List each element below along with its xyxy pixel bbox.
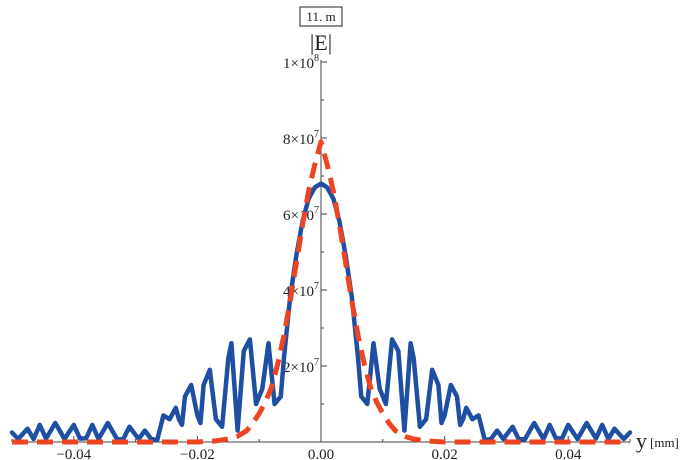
y-tick-exponent: 8 [314, 53, 319, 64]
y-tick-exponent: 7 [314, 205, 319, 216]
y-tick-label: 2×107 [283, 357, 319, 376]
y-tick-times: ×10 [291, 360, 314, 376]
y-axis-title: |E| [310, 30, 332, 55]
series-dashed-line [12, 139, 630, 445]
y-tick-mantissa: 8 [283, 132, 291, 148]
x-tick-label: −0.02 [180, 447, 215, 460]
y-tick-times: ×10 [291, 132, 314, 148]
label-badge-box [299, 6, 343, 27]
label-badge: 11. m [299, 6, 343, 27]
axes-layer [12, 60, 630, 443]
x-tick-label: 0.04 [555, 447, 582, 460]
x-tick-label: 0.02 [431, 447, 457, 460]
y-tick-exponent: 7 [314, 281, 319, 292]
x-tick-label: −0.04 [56, 447, 91, 460]
y-tick-mantissa: 6 [283, 208, 291, 224]
y-tick-exponent: 7 [314, 129, 319, 140]
y-tick-label: 8×107 [283, 129, 319, 148]
x-tick-label: 0.00 [308, 447, 334, 460]
x-axis-title: y [636, 428, 647, 453]
y-tick-mantissa: 2 [283, 360, 291, 376]
x-axis-unit: [mm] [650, 435, 679, 450]
y-tick-times: ×10 [291, 56, 314, 72]
y-tick-label: 4×107 [283, 281, 319, 300]
series-solid-line [9, 181, 633, 443]
y-tick-mantissa: 4 [283, 284, 291, 300]
series-layer [9, 139, 633, 445]
y-tick-mantissa: 1 [283, 56, 291, 72]
y-tick-label: 1×108 [283, 53, 319, 72]
label-badge-text: 11. m [306, 9, 335, 24]
y-tick-exponent: 7 [314, 357, 319, 368]
y-tick-times: ×10 [291, 284, 314, 300]
tick-layer: −0.04 −0.02 0.00 0.02 0.042×1074×1076×1078×1… [11, 53, 631, 460]
